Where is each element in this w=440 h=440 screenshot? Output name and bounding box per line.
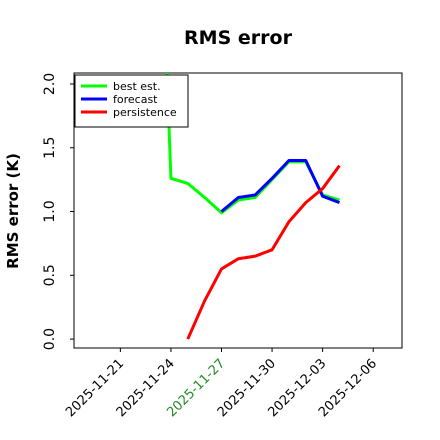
legend-box bbox=[74, 74, 189, 128]
series-line bbox=[220, 159, 341, 213]
y-tick-label: 1.5 bbox=[42, 137, 58, 159]
legend-label: forecast bbox=[113, 93, 158, 106]
legend-label: persistence bbox=[113, 106, 177, 119]
chart-title: RMS error bbox=[184, 27, 293, 49]
y-tick-label: 2.0 bbox=[42, 73, 58, 95]
series-line bbox=[186, 164, 341, 340]
y-tick-label: 0.5 bbox=[42, 264, 58, 286]
y-tick-label: 1.0 bbox=[42, 200, 58, 222]
legend-label: best est. bbox=[113, 80, 161, 93]
plot-frame bbox=[73, 72, 403, 349]
y-axis-label: RMS error (K) bbox=[4, 153, 22, 269]
plot-area bbox=[165, 73, 341, 340]
y-tick-label: 0.0 bbox=[42, 328, 58, 350]
